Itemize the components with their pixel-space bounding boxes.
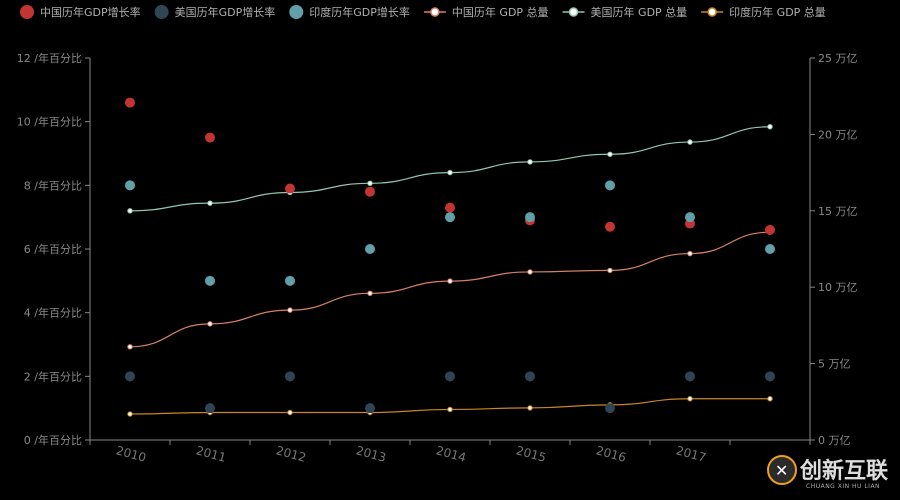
- scatter-point: [125, 371, 135, 382]
- scatter-point: [765, 244, 775, 254]
- right-axis-tick-label: 25 万亿: [818, 52, 858, 65]
- scatter-point: [365, 186, 375, 197]
- scatter-point: [525, 212, 535, 223]
- left-axis-tick-label: 4 /年百分比: [24, 306, 82, 320]
- line-point: [527, 405, 533, 411]
- left-axis-tick-label: 0 /年百分比: [24, 433, 82, 447]
- right-axis-tick-label: 15 万亿: [818, 205, 858, 218]
- line-point: [527, 159, 533, 165]
- scatter-point: [285, 371, 295, 382]
- scatter-point: [125, 180, 135, 191]
- scatter-point: [205, 275, 215, 286]
- x-axis-category-label: 2012: [274, 443, 307, 464]
- scatter-point: [605, 180, 615, 191]
- series-line: [129, 126, 771, 212]
- scatter-point: [365, 403, 375, 414]
- x-axis-category-label: 2017: [674, 443, 707, 464]
- right-axis-tick-label: 10 万亿: [818, 281, 858, 294]
- line-point: [767, 124, 773, 130]
- legend-marker-dot: [20, 5, 34, 19]
- scatter-point: [205, 403, 215, 414]
- scatter-point: [205, 132, 215, 143]
- logo-x-icon: ✕: [775, 461, 788, 480]
- left-axis-tick-label: 8 /年百分比: [24, 178, 82, 192]
- line-point: [367, 180, 373, 186]
- x-axis-category-label: 2011: [194, 443, 227, 464]
- right-axis-tick-label: 20 万亿: [818, 128, 858, 141]
- line-point: [127, 411, 133, 417]
- scatter-point: [525, 371, 535, 382]
- scatter-point: [445, 212, 455, 223]
- right-axis-tick-label: 0 万亿: [818, 434, 851, 447]
- legend-label: 印度历年 GDP 总量: [729, 5, 826, 19]
- scatter-point: [285, 183, 295, 194]
- line-point: [687, 139, 693, 145]
- legend: 中国历年GDP增长率 美国历年GDP增长率 印度历年GDP增长率 中国历年 GDP 总…: [20, 5, 826, 19]
- legend-marker-dot: [289, 5, 304, 19]
- watermark-logo: ✕ 创新互联 CHUANG XIN HU LIAN: [767, 455, 888, 490]
- x-axis-category-label: 2013: [354, 443, 387, 464]
- scatter-point: [685, 212, 695, 223]
- scatter-point: [605, 221, 615, 232]
- left-axis-tick-label: 6 /年百分比: [24, 242, 82, 256]
- legend-label: 美国历年GDP增长率: [175, 5, 276, 19]
- series-line: [129, 231, 771, 348]
- watermark-subtitle: CHUANG XIN HU LIAN: [806, 483, 880, 490]
- line-series: [127, 124, 773, 417]
- axes: 0 /年百分比 2 /年百分比 4 /年百分比 6 /年百分比 8 /年百分比 10 /年…: [17, 51, 858, 465]
- line-point: [367, 290, 373, 297]
- line-point: [687, 250, 693, 257]
- logo-circle-icon: [767, 455, 797, 485]
- right-axis-tick-label: 5 万亿: [818, 358, 851, 371]
- line-point: [767, 396, 773, 402]
- legend-marker-point: [568, 7, 579, 17]
- x-axis-category-label: 2015: [514, 443, 547, 464]
- scatter-point: [685, 371, 695, 382]
- line-point: [207, 200, 213, 206]
- line-point: [607, 151, 613, 157]
- line-point: [687, 396, 693, 402]
- x-axis-category-label: 2014: [434, 443, 467, 464]
- legend-label: 印度历年GDP增长率: [309, 5, 410, 19]
- scatter-point: [445, 371, 455, 382]
- left-axis-tick-label: 12 /年百分比: [17, 51, 82, 65]
- scatter-point: [365, 244, 375, 254]
- line-point: [287, 409, 293, 416]
- line-point: [607, 267, 613, 274]
- scatter-series: [125, 97, 775, 414]
- legend-marker-dot: [154, 5, 169, 19]
- legend-label: 中国历年GDP增长率: [40, 5, 141, 19]
- line-point: [527, 269, 533, 275]
- line-point: [127, 344, 133, 350]
- line-point: [447, 169, 453, 176]
- line-point: [207, 321, 213, 327]
- line-point: [447, 406, 453, 413]
- legend-label: 美国历年 GDP 总量: [591, 5, 688, 19]
- left-axis-tick-label: 10 /年百分比: [17, 115, 82, 129]
- scatter-point: [285, 275, 295, 286]
- scatter-point: [445, 202, 455, 213]
- line-point: [447, 278, 453, 284]
- scatter-point: [605, 403, 615, 414]
- scatter-point: [765, 371, 775, 382]
- legend-marker-point: [430, 7, 440, 17]
- legend-label: 中国历年 GDP 总量: [452, 5, 549, 19]
- line-point: [287, 307, 293, 313]
- legend-marker-point: [707, 7, 717, 17]
- scatter-point: [125, 97, 135, 108]
- watermark-title: 创新互联: [799, 458, 888, 484]
- x-axis-category-label: 2016: [594, 443, 627, 464]
- left-axis-tick-label: 2 /年百分比: [24, 369, 82, 383]
- line-point: [127, 208, 133, 214]
- scatter-point: [765, 224, 775, 235]
- x-axis-category-label: 2010: [114, 443, 147, 464]
